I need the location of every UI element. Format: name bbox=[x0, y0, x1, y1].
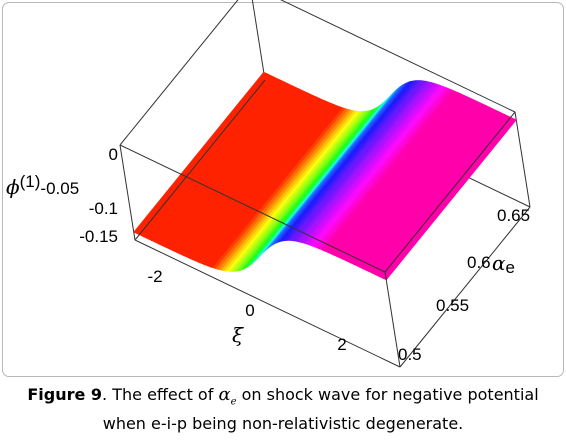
caption-line-1: Figure 9. The effect of αe on shock wave… bbox=[0, 384, 566, 413]
caption-line-2: when e-i-p being non-relativistic degene… bbox=[102, 413, 464, 433]
phi-superscript: (1) bbox=[20, 172, 41, 191]
z-tick-neg-0-15: -0.15 bbox=[79, 227, 118, 246]
box-edge-right-bottom bbox=[399, 206, 531, 368]
shock-surface-plot: 0 -0.1 -0.15 ϕ(1)-0.05 -2 0 2 ξ 0.5 0.55… bbox=[6, 0, 531, 368]
z-tick-0: 0 bbox=[109, 145, 118, 164]
z-axis-label: ϕ(1)-0.05 bbox=[6, 172, 79, 199]
box-edge-front-left-vertical bbox=[119, 144, 136, 241]
box-edge-front-bottom bbox=[134, 239, 401, 368]
z-axis-ticks: 0 -0.1 -0.15 bbox=[79, 145, 118, 246]
box-edge-front-top bbox=[119, 144, 386, 273]
surface-mesh bbox=[133, 71, 517, 281]
y-axis-label: αe bbox=[492, 251, 515, 277]
alpha-subscript: e bbox=[506, 258, 515, 277]
box-edge-back-vertical bbox=[251, 0, 266, 81]
box-edge-back-right-vertical bbox=[514, 111, 531, 208]
caption-symbol: αe bbox=[218, 384, 237, 408]
y-tick-0-5: 0.5 bbox=[398, 345, 422, 364]
figure-caption: Figure 9. The effect of αe on shock wave… bbox=[0, 384, 566, 434]
z-tick-neg-0-05: -0.05 bbox=[40, 179, 79, 198]
box-edge-back-top bbox=[280, 0, 516, 113]
bounding-box-front bbox=[119, 79, 531, 368]
box-edge-left-bottom bbox=[134, 79, 266, 241]
y-tick-0-65: 0.65 bbox=[497, 206, 530, 225]
x-tick-2: 2 bbox=[337, 335, 346, 354]
x-tick-0: 0 bbox=[245, 301, 254, 320]
alpha-symbol: α bbox=[492, 251, 506, 275]
box-edge-back-top-left bbox=[119, 0, 239, 146]
x-axis-label: ξ bbox=[232, 323, 244, 347]
box-edge-right-top bbox=[384, 111, 516, 273]
y-axis-ticks: 0.5 0.55 0.6 0.65 bbox=[398, 206, 530, 364]
caption-text-b: on shock wave for negative potential bbox=[236, 385, 539, 404]
y-tick-0-6: 0.6 bbox=[467, 253, 491, 272]
x-tick-neg-2: -2 bbox=[147, 267, 162, 286]
x-axis-ticks: -2 0 2 bbox=[147, 267, 346, 354]
box-edge-front-right-vertical bbox=[384, 271, 401, 368]
caption-figure-label: Figure 9 bbox=[27, 385, 103, 404]
y-tick-0-55: 0.55 bbox=[436, 296, 469, 315]
z-tick-neg-0-1: -0.1 bbox=[89, 199, 118, 218]
caption-text-a: . The effect of bbox=[102, 385, 219, 404]
surface-strip bbox=[382, 118, 517, 281]
z-axis-label-text: ϕ(1)-0.05 bbox=[6, 172, 79, 199]
phi-symbol: ϕ bbox=[6, 175, 20, 199]
